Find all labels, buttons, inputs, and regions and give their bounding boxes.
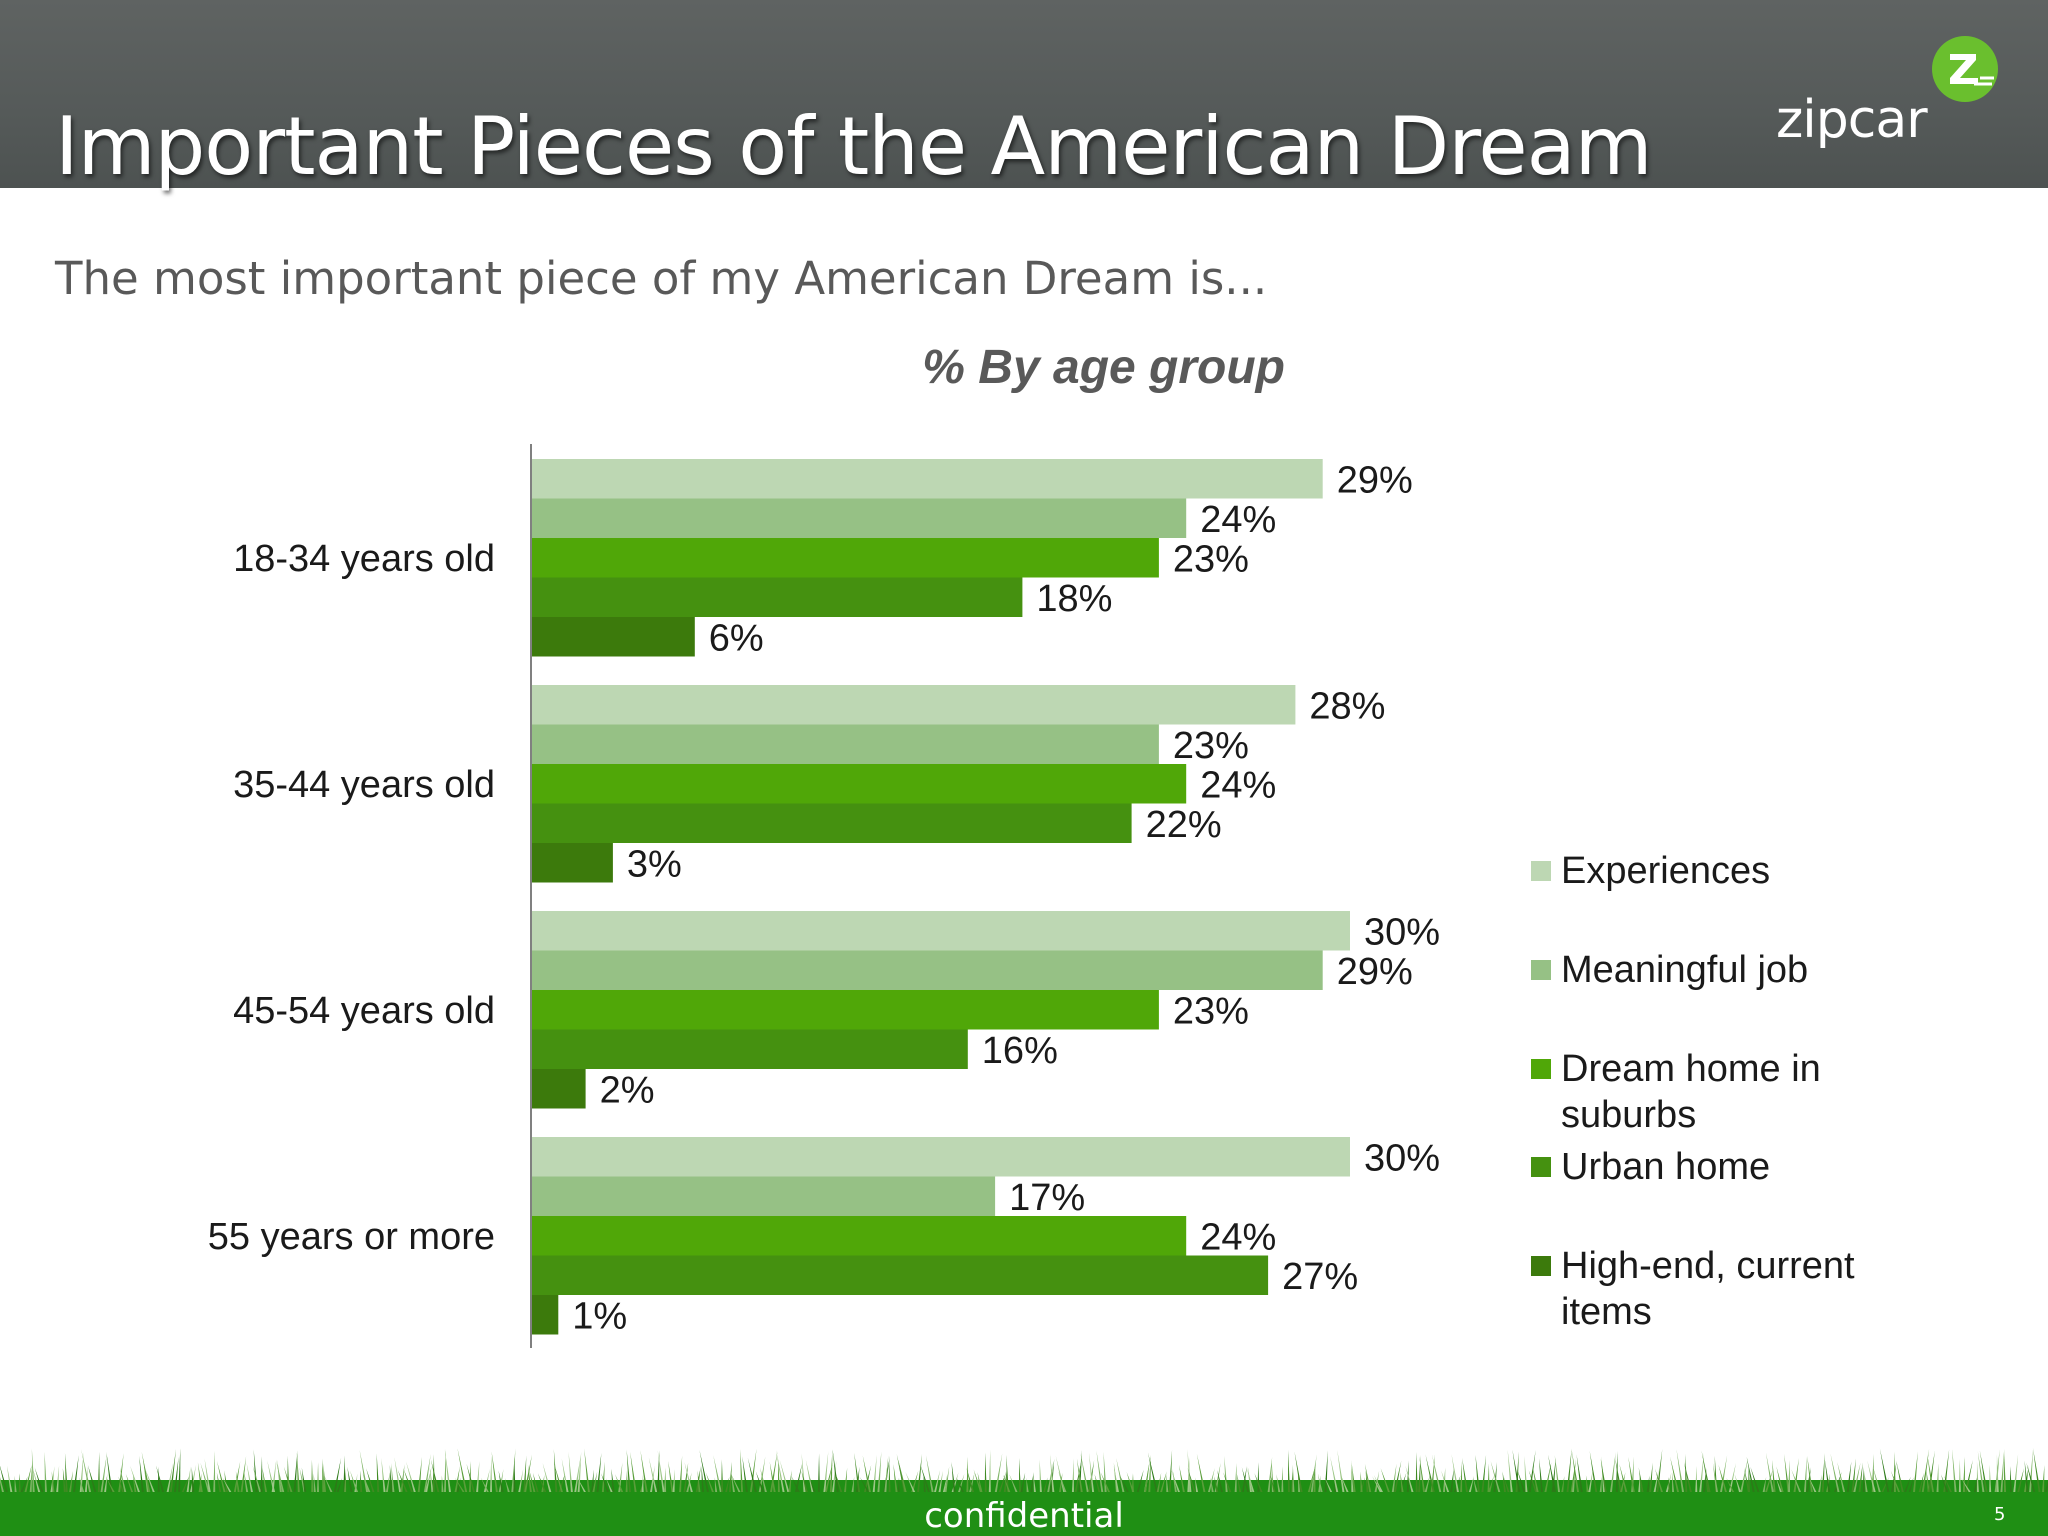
data-label: 3% bbox=[627, 844, 682, 886]
data-label: 6% bbox=[709, 618, 764, 660]
data-label: 1% bbox=[572, 1296, 627, 1338]
legend-swatch bbox=[1531, 960, 1551, 980]
chart-title: % By age group bbox=[922, 341, 1285, 394]
page-number: 5 bbox=[1994, 1504, 2006, 1525]
footer-confidential: confidential bbox=[924, 1496, 1124, 1536]
data-label: 16% bbox=[982, 1030, 1058, 1072]
bar bbox=[531, 498, 1187, 538]
data-label: 17% bbox=[1009, 1177, 1085, 1219]
bar bbox=[531, 1069, 586, 1109]
bar bbox=[531, 1029, 968, 1069]
data-label: 27% bbox=[1282, 1256, 1358, 1298]
header-bar bbox=[0, 0, 2048, 188]
logo-text: zipcar bbox=[1776, 90, 1928, 150]
category-label: 18-34 years old bbox=[233, 538, 495, 580]
zipcar-badge-icon bbox=[1932, 36, 1998, 102]
bar bbox=[531, 1255, 1269, 1295]
legend-swatch bbox=[1531, 1059, 1551, 1079]
data-label: 28% bbox=[1309, 686, 1385, 728]
bar bbox=[531, 617, 695, 657]
bar bbox=[531, 911, 1350, 951]
bar bbox=[531, 577, 1023, 617]
legend-swatch bbox=[1531, 1256, 1551, 1276]
legend-swatch bbox=[1531, 1157, 1551, 1177]
data-label: 22% bbox=[1146, 804, 1222, 846]
data-label: 29% bbox=[1337, 951, 1413, 993]
slide-subtitle: The most important piece of my American … bbox=[55, 252, 1268, 305]
data-label: 23% bbox=[1173, 725, 1249, 767]
legend-label: High-end, current items bbox=[1561, 1245, 1855, 1333]
legend-label: Urban home bbox=[1561, 1146, 1770, 1188]
legend-swatch bbox=[1531, 861, 1551, 881]
legend-label: Meaningful job bbox=[1561, 949, 1808, 991]
bar bbox=[531, 459, 1323, 499]
category-label: 45-54 years old bbox=[233, 990, 495, 1032]
bar bbox=[531, 1176, 996, 1216]
bar bbox=[531, 1216, 1187, 1256]
bar bbox=[531, 950, 1323, 990]
bar-chart: % By age group 18-34 years old 35-44 year… bbox=[208, 341, 1855, 1348]
data-label: 30% bbox=[1364, 912, 1440, 954]
data-label: 23% bbox=[1173, 539, 1249, 581]
data-label: 24% bbox=[1200, 765, 1276, 807]
data-label: 24% bbox=[1200, 1217, 1276, 1259]
data-label: 24% bbox=[1200, 499, 1276, 541]
legend-label: Dream home in suburbs bbox=[1561, 1048, 1821, 1136]
bar bbox=[531, 990, 1159, 1030]
data-label: 30% bbox=[1364, 1138, 1440, 1180]
bar bbox=[531, 1295, 559, 1335]
data-label: 18% bbox=[1036, 578, 1112, 620]
bar bbox=[531, 724, 1159, 764]
zipcar-logo: zipcar bbox=[1768, 34, 2008, 154]
grass-footer bbox=[0, 1448, 2048, 1536]
category-label: 55 years or more bbox=[208, 1216, 495, 1258]
slide-title: Important Pieces of the American Dream bbox=[55, 100, 1653, 193]
bar bbox=[531, 803, 1132, 843]
bar bbox=[531, 764, 1187, 804]
category-label: 35-44 years old bbox=[233, 764, 495, 806]
bar bbox=[531, 843, 613, 883]
legend-label: Experiences bbox=[1561, 850, 1770, 892]
data-label: 23% bbox=[1173, 991, 1249, 1033]
data-label: 2% bbox=[600, 1070, 655, 1112]
bar bbox=[531, 538, 1159, 578]
bar bbox=[531, 1137, 1350, 1177]
bar bbox=[531, 685, 1296, 725]
data-label: 29% bbox=[1337, 460, 1413, 502]
